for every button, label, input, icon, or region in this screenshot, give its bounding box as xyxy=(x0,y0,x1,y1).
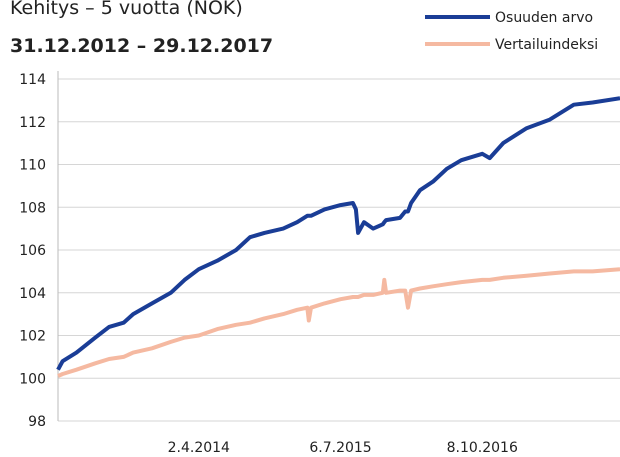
y-tick-label: 114 xyxy=(19,72,46,88)
legend-label: Osuuden arvo xyxy=(495,10,593,26)
y-tick-label: 106 xyxy=(19,243,46,259)
y-tick-label: 98 xyxy=(28,414,46,430)
x-tick-label: 8.10.2016 xyxy=(447,440,518,456)
x-tick-label: 2.4.2014 xyxy=(168,440,230,456)
y-tick-label: 104 xyxy=(19,286,46,302)
y-tick-label: 108 xyxy=(19,200,46,216)
chart-subtitle: 31.12.2012 – 29.12.2017 xyxy=(10,35,273,57)
y-tick-label: 110 xyxy=(19,158,46,174)
series-line xyxy=(57,267,620,378)
series-line xyxy=(56,96,620,371)
x-tick-label: 6.7.2015 xyxy=(309,440,371,456)
y-tick-label: 102 xyxy=(19,329,46,345)
y-tick-label: 100 xyxy=(19,371,46,387)
y-tick-label: 112 xyxy=(19,115,46,131)
legend-label: Vertailuindeksi xyxy=(495,37,598,53)
chart-title: Kehitys – 5 vuotta (NOK) xyxy=(10,0,243,19)
